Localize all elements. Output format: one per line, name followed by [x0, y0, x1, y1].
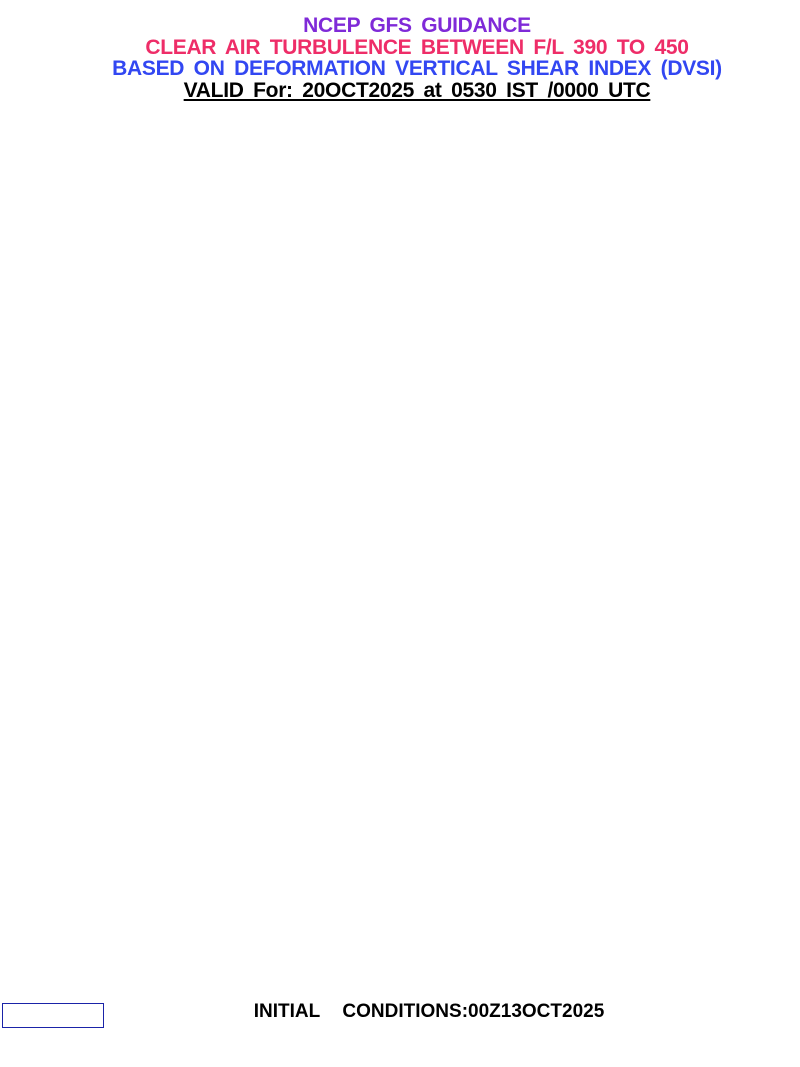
title-valid-line: VALID For: 20OCT2025 at 0530 IST /0000 U…: [183, 78, 651, 102]
severity-legend: [0, 1027, 800, 1053]
chart-titles: NCEP GFS GUIDANCE CLEAR AIR TURBULENCE B…: [36, 15, 798, 101]
initial-conditions-text: INITIAL CONDITIONS:00Z13OCT2025: [253, 1001, 605, 1022]
turbulence-map: [48, 97, 755, 968]
title-line3: BASED ON DEFORMATION VERTICAL SHEAR INDE…: [112, 57, 722, 80]
title-line1: NCEP GFS GUIDANCE: [303, 14, 531, 37]
colorbar: [729, 704, 800, 964]
weaclim-label: WEACLIM: [28, 1008, 95, 1023]
weaclim-logo: WEACLIM: [2, 1003, 104, 1028]
globe-icon: [8, 1008, 23, 1023]
map-canvas: [48, 97, 755, 968]
title-line2: CLEAR AIR TURBULENCE BETWEEN F/L 390 TO …: [145, 35, 689, 59]
